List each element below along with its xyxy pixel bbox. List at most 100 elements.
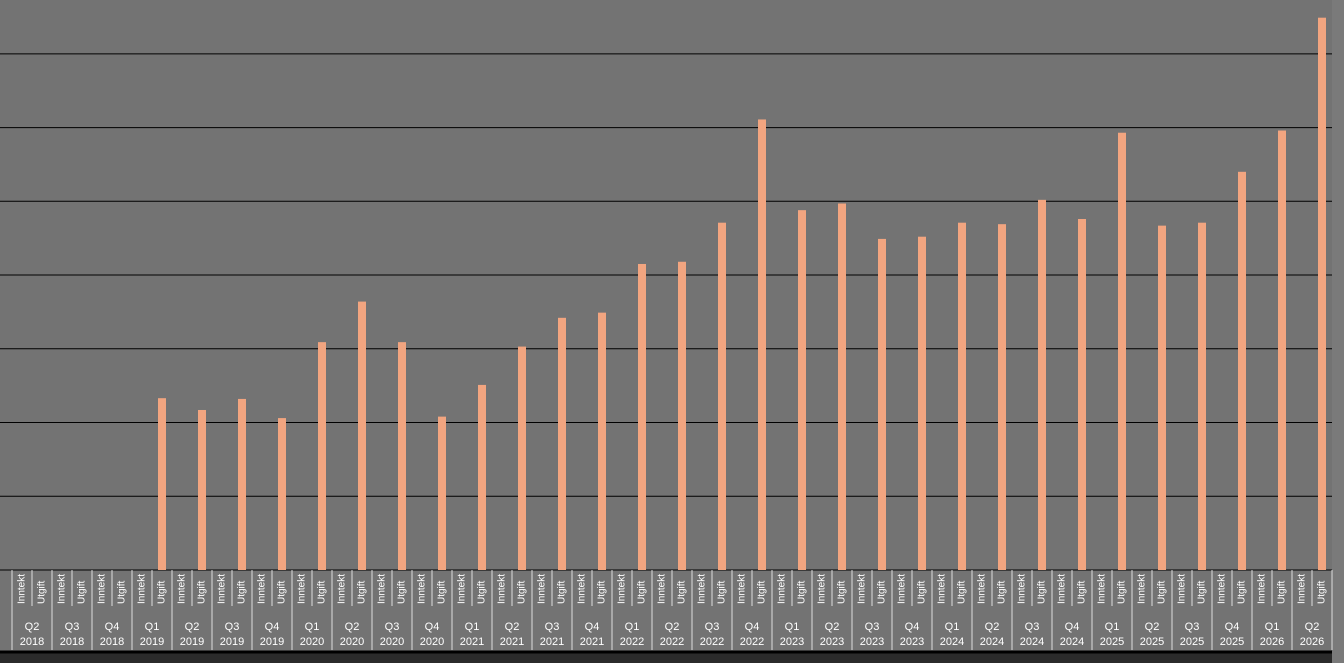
x-tick-label: 2019 [180,636,204,648]
series-label: Utgift [277,580,288,604]
series-label: Utgift [1117,580,1128,604]
x-tick-label: 2025 [1100,636,1124,648]
bar [1038,199,1046,570]
x-tick-label: 2024 [940,636,964,648]
x-tick-label: 2022 [660,636,684,648]
bar [958,222,966,571]
bar [518,346,526,570]
x-tick-label: 2023 [860,636,884,648]
bar [558,317,566,570]
x-tick-label: Q2 [345,621,360,633]
series-label: Utgift [317,580,328,604]
series-label: Inntekt [657,574,668,604]
series-label: Inntekt [457,574,468,604]
series-label: Utgift [797,580,808,604]
x-tick-label: Q2 [1305,621,1320,633]
series-label: Utgift [197,580,208,604]
x-tick-label: 2025 [1180,636,1204,648]
x-tick-label: Q1 [305,621,320,633]
series-label: Inntekt [97,574,108,604]
bar [1118,132,1126,571]
x-tick-label: Q3 [385,621,400,633]
x-tick-label: Q2 [985,621,1000,633]
x-tick-label: 2026 [1300,636,1324,648]
bar [918,236,926,570]
bar [438,416,446,570]
series-label: Utgift [837,580,848,604]
x-tick-label: 2018 [20,636,44,648]
series-label: Utgift [157,580,168,604]
bar [718,222,726,571]
bar [678,261,686,570]
series-label: Inntekt [1177,574,1188,604]
x-tick-label: Q1 [465,621,480,633]
series-label: Inntekt [697,574,708,604]
plot-area [0,0,1332,652]
series-label: Utgift [37,580,48,604]
series-label: Inntekt [257,574,268,604]
x-tick-label: 2024 [1020,636,1044,648]
series-label: Utgift [557,580,568,604]
bar [638,263,646,570]
series-label: Inntekt [177,574,188,604]
bar [598,312,606,570]
series-label: Inntekt [977,574,988,604]
series-label: Utgift [917,580,928,604]
scroll-strip [1332,0,1344,663]
series-label: Inntekt [1137,574,1148,604]
x-tick-label: Q3 [65,621,80,633]
series-label: Utgift [1157,580,1168,604]
bar [1318,17,1326,571]
x-tick-label: Q4 [745,621,760,633]
x-tick-label: 2022 [620,636,644,648]
series-label: Inntekt [1297,574,1308,604]
x-tick-label: 2022 [740,636,764,648]
x-tick-label: 2022 [700,636,724,648]
bar [1078,219,1086,570]
series-label: Utgift [877,580,888,604]
x-tick-label: 2021 [580,636,604,648]
series-label: Utgift [1237,580,1248,604]
x-tick-label: Q1 [945,621,960,633]
x-tick-label: Q4 [425,621,440,633]
series-label: Utgift [957,580,968,604]
x-tick-label: 2021 [460,636,484,648]
x-tick-label: 2023 [900,636,924,648]
x-tick-label: Q1 [625,621,640,633]
x-tick-label: Q4 [1065,621,1080,633]
x-tick-label: 2023 [780,636,804,648]
x-tick-label: 2021 [540,636,564,648]
series-label: Utgift [597,580,608,604]
series-label: Inntekt [897,574,908,604]
series-label: Inntekt [937,574,948,604]
x-tick-label: 2018 [60,636,84,648]
x-tick-label: Q2 [825,621,840,633]
x-tick-label: Q4 [905,621,920,633]
x-tick-label: 2019 [140,636,164,648]
series-label: Inntekt [17,574,28,604]
x-tick-label: Q2 [505,621,520,633]
x-tick-label: Q3 [545,621,560,633]
series-label: Inntekt [577,574,588,604]
x-tick-label: Q4 [105,621,120,633]
x-tick-label: 2025 [1140,636,1164,648]
series-label: Utgift [517,580,528,604]
series-label: Utgift [997,580,1008,604]
series-label: Utgift [1077,580,1088,604]
bar [998,224,1006,570]
series-label: Utgift [117,580,128,604]
series-label: Inntekt [537,574,548,604]
x-tick-label: 2024 [1060,636,1084,648]
bar [358,301,366,570]
series-label: Inntekt [337,574,348,604]
series-label: Inntekt [1257,574,1268,604]
x-tick-label: Q2 [665,621,680,633]
x-tick-label: Q1 [145,621,160,633]
x-tick-label: 2024 [980,636,1004,648]
series-label: Inntekt [857,574,868,604]
series-label: Utgift [397,580,408,604]
bar [278,418,286,570]
series-label: Utgift [1277,580,1288,604]
bar [878,238,886,570]
